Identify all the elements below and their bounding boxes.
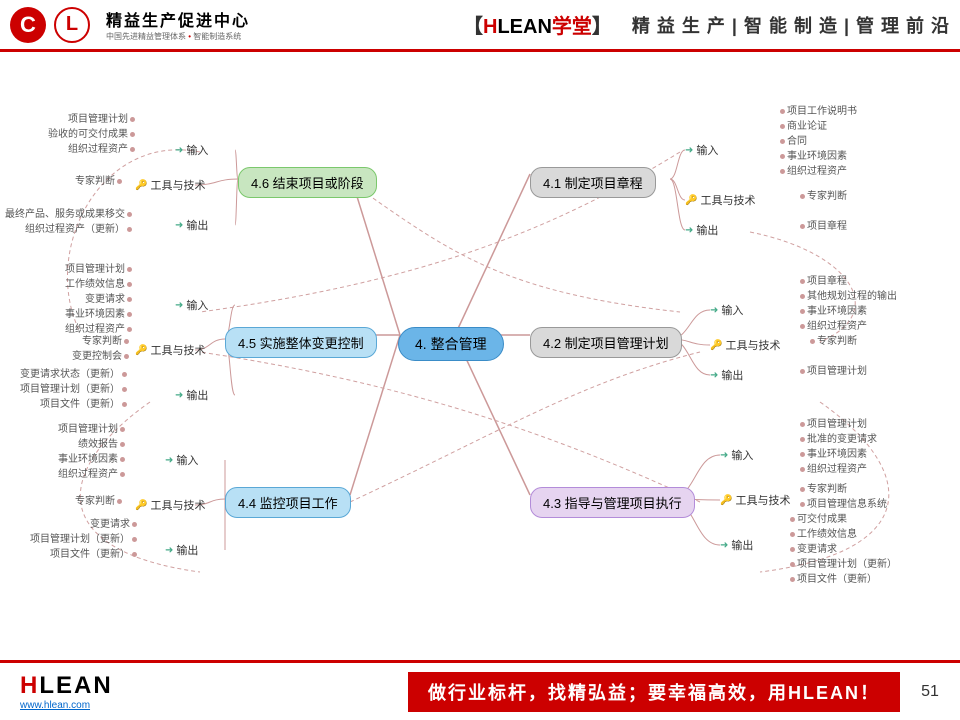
- mindmap-canvas: 4. 整合管理 4.1 制定项目章程 ➜输入 🔑工具与技术 ➜输出 4.2 制定项目管理计…: [0, 52, 960, 657]
- process-node-p41: 4.1 制定项目章程: [530, 167, 656, 198]
- detail-d45_tool: 专家判断变更控制会: [72, 334, 129, 364]
- detail-d43_tool: 专家判断项目管理信息系统: [800, 482, 887, 512]
- header-right: 精 益 生 产 | 智 能 制 造 | 管 理 前 沿: [632, 12, 950, 38]
- footer-url[interactable]: www.hlean.com: [20, 700, 113, 711]
- process-node-p44: 4.4 监控项目工作: [225, 487, 351, 518]
- center-node: 4. 整合管理: [398, 327, 504, 361]
- logo-subtitle: 中国先进精益管理体系 • 智能制造系统: [106, 31, 250, 42]
- io-p44-out: ➜输出: [165, 542, 198, 558]
- detail-d45_in: 项目管理计划工作绩效信息变更请求事业环境因素组织过程资产: [65, 262, 132, 337]
- process-node-p42: 4.2 制定项目管理计划: [530, 327, 682, 358]
- detail-d43_in: 项目管理计划批准的变更请求事业环境因素组织过程资产: [800, 417, 877, 477]
- logo-area: C L 精益生产促进中心 中国先进精益管理体系 • 智能制造系统: [10, 7, 250, 43]
- io-p46-out: ➜输出: [175, 217, 208, 233]
- io-p42-in: ➜输入: [710, 302, 743, 318]
- io-p44-in: ➜输入: [165, 452, 198, 468]
- detail-d41_out: 项目章程: [800, 219, 847, 234]
- detail-d42_out: 项目管理计划: [800, 364, 867, 379]
- io-p45-in: ➜输入: [175, 297, 208, 313]
- detail-d42_tool: 专家判断: [810, 334, 857, 349]
- detail-d44_out: 变更请求项目管理计划（更新）项目文件（更新）: [30, 517, 137, 562]
- detail-d46_out: 最终产品、服务或成果移交组织过程资产（更新）: [5, 207, 132, 237]
- io-p43-out: ➜输出: [720, 537, 753, 553]
- hlean-tag: 【HLEAN学堂】: [463, 10, 612, 39]
- process-node-p45: 4.5 实施整体变更控制: [225, 327, 377, 358]
- logo-l-icon: L: [54, 7, 90, 43]
- io-p43-tool: 🔑工具与技术: [720, 492, 790, 508]
- io-p46-tool: 🔑工具与技术: [135, 177, 205, 193]
- detail-d45_out: 变更请求状态（更新）项目管理计划（更新）项目文件（更新）: [20, 367, 127, 412]
- logo-c-icon: C: [10, 7, 46, 43]
- logo-text: 精益生产促进中心 中国先进精益管理体系 • 智能制造系统: [106, 7, 250, 42]
- detail-d42_in: 项目章程其他规划过程的输出事业环境因素组织过程资产: [800, 274, 897, 334]
- header: C L 精益生产促进中心 中国先进精益管理体系 • 智能制造系统 【HLEAN学…: [0, 0, 960, 52]
- io-p42-out: ➜输出: [710, 367, 743, 383]
- footer: HLEAN www.hlean.com 做行业标杆，找精弘益；要幸福高效，用HL…: [0, 660, 960, 720]
- detail-d41_in: 项目工作说明书商业论证合同事业环境因素组织过程资产: [780, 104, 857, 179]
- io-p42-tool: 🔑工具与技术: [710, 337, 780, 353]
- footer-banner: 做行业标杆，找精弘益；要幸福高效，用HLEAN！: [408, 672, 900, 712]
- io-p41-in: ➜输入: [685, 142, 718, 158]
- io-p44-tool: 🔑工具与技术: [135, 497, 205, 513]
- detail-d41_tool: 专家判断: [800, 189, 847, 204]
- detail-d46_in: 项目管理计划验收的可交付成果组织过程资产: [48, 112, 135, 157]
- logo-title: 精益生产促进中心: [106, 7, 250, 31]
- io-p45-tool: 🔑工具与技术: [135, 342, 205, 358]
- io-p41-tool: 🔑工具与技术: [685, 192, 755, 208]
- io-p45-out: ➜输出: [175, 387, 208, 403]
- io-p43-in: ➜输入: [720, 447, 753, 463]
- io-p46-in: ➜输入: [175, 142, 208, 158]
- process-node-p46: 4.6 结束项目或阶段: [238, 167, 377, 198]
- io-p41-out: ➜输出: [685, 222, 718, 238]
- page-number: 51: [900, 683, 960, 701]
- detail-d43_out: 可交付成果工作绩效信息变更请求项目管理计划（更新）项目文件（更新）: [790, 512, 897, 587]
- process-node-p43: 4.3 指导与管理项目执行: [530, 487, 695, 518]
- detail-d44_in: 项目管理计划绩效报告事业环境因素组织过程资产: [58, 422, 125, 482]
- footer-logo: HLEAN www.hlean.com: [20, 672, 113, 711]
- detail-d44_tool: 专家判断: [75, 494, 122, 509]
- detail-d46_tool: 专家判断: [75, 174, 122, 189]
